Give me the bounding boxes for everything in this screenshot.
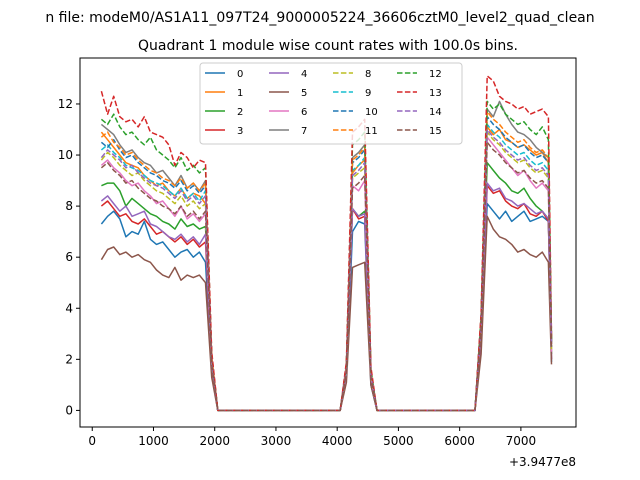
y-tick-label: 6 xyxy=(65,250,73,264)
series-line-13 xyxy=(100,75,553,412)
legend-box xyxy=(199,62,463,145)
legend-label-1: 1 xyxy=(237,88,243,99)
x-tick-label: 4000 xyxy=(322,434,353,448)
legend-label-4: 4 xyxy=(301,69,307,80)
legend-label-0: 0 xyxy=(237,69,243,80)
legend-label-2: 2 xyxy=(237,107,243,118)
x-tick-label: 3000 xyxy=(261,434,292,448)
x-tick-label: 6000 xyxy=(444,434,475,448)
y-tick-label: 2 xyxy=(65,352,73,366)
y-tick-label: 0 xyxy=(65,403,73,417)
y-tick-label: 8 xyxy=(65,199,73,213)
legend-label-10: 10 xyxy=(365,107,378,118)
y-tick-label: 10 xyxy=(58,148,73,162)
chart-title: Quadrant 1 module wise count rates with … xyxy=(138,38,518,54)
legend-label-8: 8 xyxy=(365,69,371,80)
legend-label-5: 5 xyxy=(301,88,307,99)
y-tick-label: 4 xyxy=(65,301,73,315)
legend-label-11: 11 xyxy=(365,126,378,137)
y-axis: 0 2 4 6 8 10 12 xyxy=(58,97,80,417)
y-tick-label: 12 xyxy=(58,97,73,111)
x-tick-label: 5000 xyxy=(383,434,414,448)
x-axis: 0 1000 2000 3000 4000 5000 6000 7000 xyxy=(88,427,536,448)
x-tick-label: 2000 xyxy=(199,434,230,448)
x-tick-label: 1000 xyxy=(138,434,169,448)
legend-label-6: 6 xyxy=(301,107,307,118)
x-offset-label: +3.9477e8 xyxy=(509,455,576,469)
x-tick-label: 0 xyxy=(88,434,96,448)
plot-frame xyxy=(79,57,577,428)
figure-suptitle: n file: modeM0/AS1A11_097T24_9000005224_… xyxy=(45,10,594,26)
legend-label-12: 12 xyxy=(429,69,442,80)
legend-label-15: 15 xyxy=(429,126,442,137)
legend-label-7: 7 xyxy=(301,126,307,137)
legend-label-9: 9 xyxy=(365,88,371,99)
x-tick-label: 7000 xyxy=(506,434,537,448)
legend-label-3: 3 xyxy=(237,126,243,137)
legend-label-14: 14 xyxy=(429,107,442,118)
legend-label-13: 13 xyxy=(429,88,442,99)
